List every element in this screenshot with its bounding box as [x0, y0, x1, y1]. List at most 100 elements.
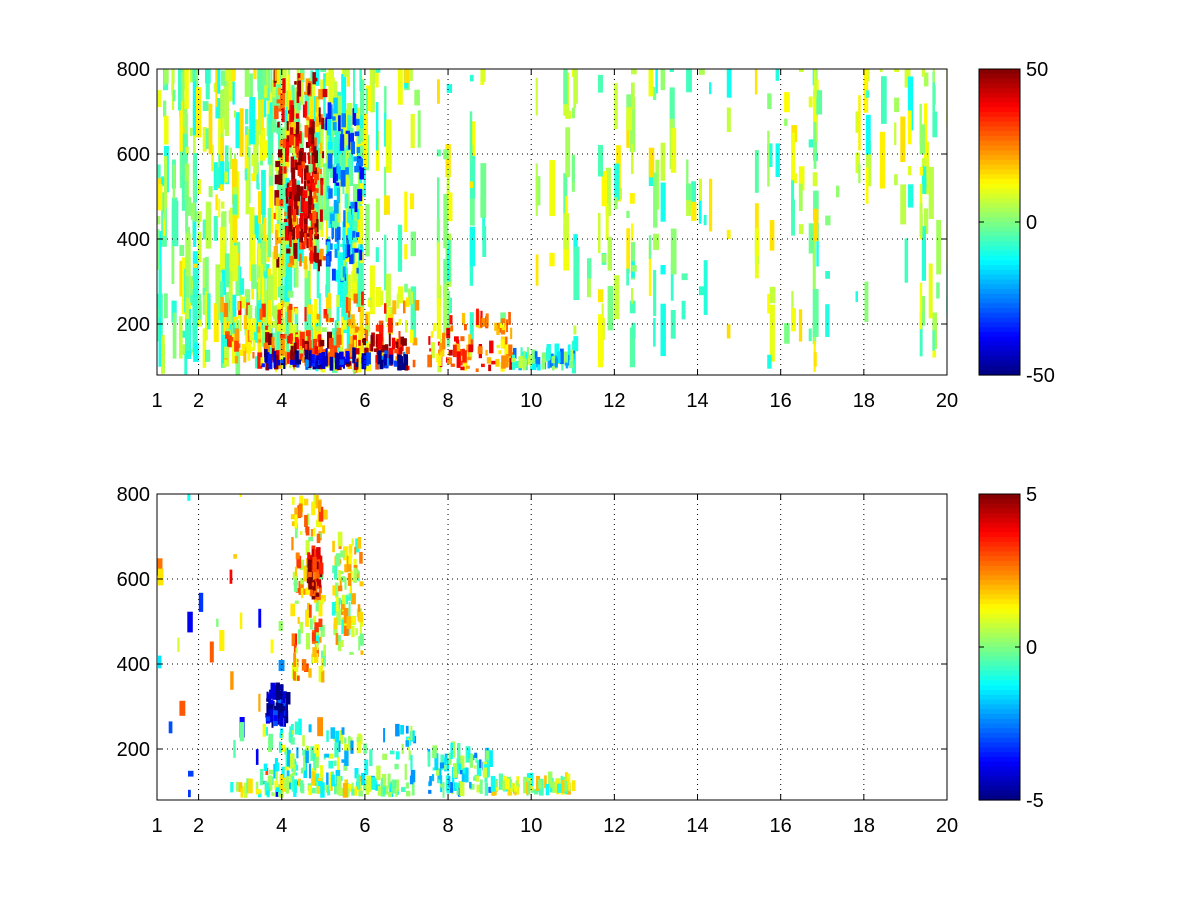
heatmap-cell: [325, 348, 328, 364]
heatmap-cell: [412, 337, 418, 346]
heatmap-cell: [357, 208, 360, 220]
y-tick-label: 800: [117, 484, 150, 506]
heatmap-cell: [323, 356, 328, 367]
heatmap-cell: [356, 774, 361, 790]
heatmap-cell: [275, 787, 280, 792]
heatmap-cell: [305, 526, 310, 536]
heatmap-cell: [294, 566, 298, 576]
heatmap-cell: [347, 298, 351, 311]
heatmap-cell: [245, 330, 248, 346]
heatmap-cell: [308, 197, 312, 214]
heatmap-cell: [287, 335, 291, 344]
heatmap-cell: [232, 197, 238, 243]
heatmap-cell: [387, 307, 391, 320]
heatmap-cell: [342, 243, 346, 260]
heatmap-cell: [332, 116, 336, 121]
colorbar-swatch: [979, 656, 1020, 662]
heatmap-cell: [295, 647, 298, 654]
x-tick-label: 16: [770, 390, 792, 412]
heatmap-cell: [332, 121, 337, 131]
heatmap-cell: [253, 69, 257, 80]
heatmap-cell: [259, 308, 263, 320]
heatmap-cell: [301, 231, 306, 238]
x-tick-label: 14: [686, 815, 708, 837]
heatmap-cell: [209, 641, 214, 663]
heatmap-cell: [448, 349, 453, 356]
colorbar-swatch: [979, 126, 1020, 132]
colorbar-swatch: [979, 560, 1020, 567]
heatmap-cell: [263, 264, 270, 279]
heatmap-cell: [531, 349, 534, 364]
heatmap-cell: [648, 244, 651, 296]
heatmap-cell: [290, 333, 293, 345]
heatmap-cell: [316, 249, 320, 299]
colorbar-swatch: [979, 795, 1020, 801]
heatmap-cell: [334, 742, 339, 758]
colorbar-swatch: [979, 537, 1020, 543]
heatmap-cell: [273, 763, 276, 779]
colorbar-swatch: [979, 699, 1020, 705]
heatmap-cell: [364, 329, 368, 342]
colorbar-tick-label: 0: [1026, 212, 1037, 234]
heatmap-cell: [285, 311, 289, 356]
heatmap-cell: [258, 608, 262, 628]
heatmap-cell: [304, 310, 309, 330]
heatmap-cell: [215, 194, 218, 211]
heatmap-cell: [354, 131, 360, 137]
heatmap-cell: [392, 300, 397, 315]
heatmap-cell: [449, 782, 454, 793]
heatmap-cell: [282, 138, 287, 149]
heatmap-cell: [791, 199, 795, 236]
heatmap-cell: [261, 169, 266, 215]
x-tick-label: 12: [603, 815, 625, 837]
heatmap-cell: [326, 241, 330, 252]
heatmap-cell: [469, 121, 476, 159]
colorbar-swatch: [979, 331, 1020, 338]
heatmap-cell: [215, 264, 221, 305]
heatmap-cell: [299, 226, 302, 233]
heatmap-cell: [185, 276, 190, 308]
heatmap-cell: [282, 691, 286, 704]
heatmap-cell: [294, 231, 299, 288]
heatmap-cell: [458, 763, 462, 770]
heatmap-cell: [234, 110, 237, 118]
colorbar-swatch: [979, 336, 1020, 343]
heatmap-cell: [347, 115, 351, 131]
heatmap-cell: [234, 340, 239, 352]
heatmap-cell: [383, 357, 386, 363]
heatmap-cell: [321, 352, 325, 369]
heatmap-cell: [244, 289, 251, 308]
heatmap-cell: [255, 781, 259, 791]
heatmap-cell: [325, 214, 328, 250]
heatmap-cell: [385, 119, 392, 173]
heatmap-cell: [304, 264, 308, 279]
heatmap-cell: [388, 347, 394, 361]
heatmap-cell: [808, 139, 814, 148]
heatmap-cell: [404, 244, 408, 260]
heatmap-cell: [343, 737, 347, 744]
heatmap-cell: [436, 242, 441, 297]
heatmap-cell: [260, 357, 264, 366]
heatmap-cell: [698, 200, 702, 224]
heatmap-cell: [347, 158, 353, 171]
colorbar-swatch: [979, 522, 1020, 529]
heatmap-cell: [726, 229, 731, 239]
heatmap-cell: [265, 332, 270, 343]
heatmap-cell: [335, 730, 340, 744]
heatmap-cell: [349, 254, 354, 265]
heatmap-cell: [178, 69, 181, 111]
heatmap-cell: [337, 226, 341, 240]
colorbar-swatch: [979, 241, 1020, 247]
heatmap-cell: [253, 215, 259, 239]
heatmap-cell: [320, 782, 325, 798]
heatmap-cell: [598, 74, 603, 93]
heatmap-cell: [499, 323, 505, 328]
heatmap-cell: [442, 332, 446, 350]
heatmap-cell: [303, 213, 307, 219]
heatmap-cell: [428, 336, 431, 345]
colorbar-swatch: [979, 618, 1020, 624]
heatmap-cell: [158, 568, 164, 586]
heatmap-cell: [285, 703, 288, 717]
heatmap-cell: [865, 141, 872, 187]
colorbar-swatch: [979, 713, 1020, 720]
